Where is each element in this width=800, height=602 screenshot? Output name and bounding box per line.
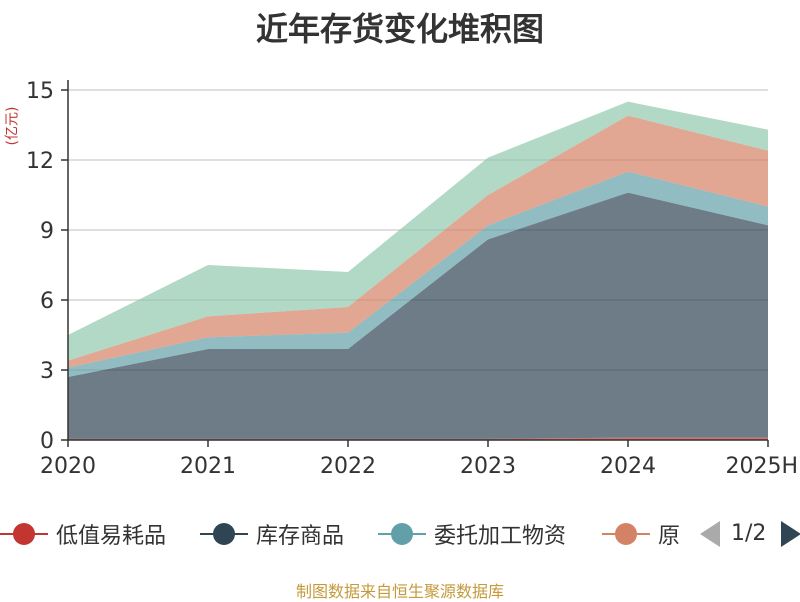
legend-track: 低值易耗品 库存商品 委托加工物资 原	[0, 516, 700, 552]
area-series-5	[68, 101, 768, 361]
legend: 低值易耗品 库存商品 委托加工物资 原	[0, 516, 800, 552]
legend-prev-page-icon[interactable]	[700, 521, 720, 547]
area-series-2	[68, 192, 768, 439]
y-tick-label-0: 0	[40, 429, 54, 454]
legend-swatch-1	[0, 516, 48, 552]
legend-item-3[interactable]: 委托加工物资	[378, 516, 566, 552]
x-tick-label-2023: 2023	[460, 454, 516, 479]
legend-dot-4	[615, 523, 637, 545]
stacked-areas	[68, 101, 768, 440]
y-tick-label-9: 9	[40, 219, 54, 244]
legend-swatch-4	[602, 516, 650, 552]
y-tick-label-12: 12	[26, 149, 54, 174]
x-tick-labels: 2020 2021 2022 2023 2024 2025H	[40, 454, 798, 479]
legend-item-1[interactable]: 低值易耗品	[0, 516, 166, 552]
legend-item-2[interactable]: 库存商品	[200, 516, 344, 552]
x-tick-label-2020: 2020	[40, 454, 96, 479]
x-tick-label-2024: 2024	[600, 454, 656, 479]
legend-label-1: 低值易耗品	[56, 524, 167, 549]
legend-label-4: 原	[658, 524, 681, 549]
legend-label-3: 委托加工物资	[434, 524, 567, 549]
y-tick-labels: 0 3 6 9 12 15	[26, 79, 54, 454]
y-tick-label-15: 15	[26, 79, 54, 104]
x-tick-label-2021: 2021	[180, 454, 236, 479]
y-tick-label-3: 3	[40, 359, 54, 384]
legend-page-indicator: 1/2	[731, 521, 767, 546]
y-tick-label-6: 6	[40, 289, 54, 314]
legend-label-2: 库存商品	[256, 524, 345, 549]
area-series-3	[68, 171, 768, 377]
axes	[61, 80, 769, 447]
legend-item-4[interactable]: 原	[602, 516, 680, 552]
legend-dot-1	[13, 523, 35, 545]
legend-dot-2	[213, 523, 235, 545]
area-series-4	[68, 115, 768, 368]
legend-dot-3	[391, 523, 413, 545]
legend-swatch-2	[200, 516, 248, 552]
x-tick-label-2022: 2022	[320, 454, 376, 479]
data-source-note: 制图数据来自恒生聚源数据库	[295, 582, 504, 601]
x-tick-label-2025H: 2025H	[725, 454, 798, 479]
legend-swatch-3	[378, 516, 426, 552]
legend-next-page-icon[interactable]	[781, 521, 800, 547]
chart-title: 近年存货变化堆积图	[255, 10, 544, 48]
